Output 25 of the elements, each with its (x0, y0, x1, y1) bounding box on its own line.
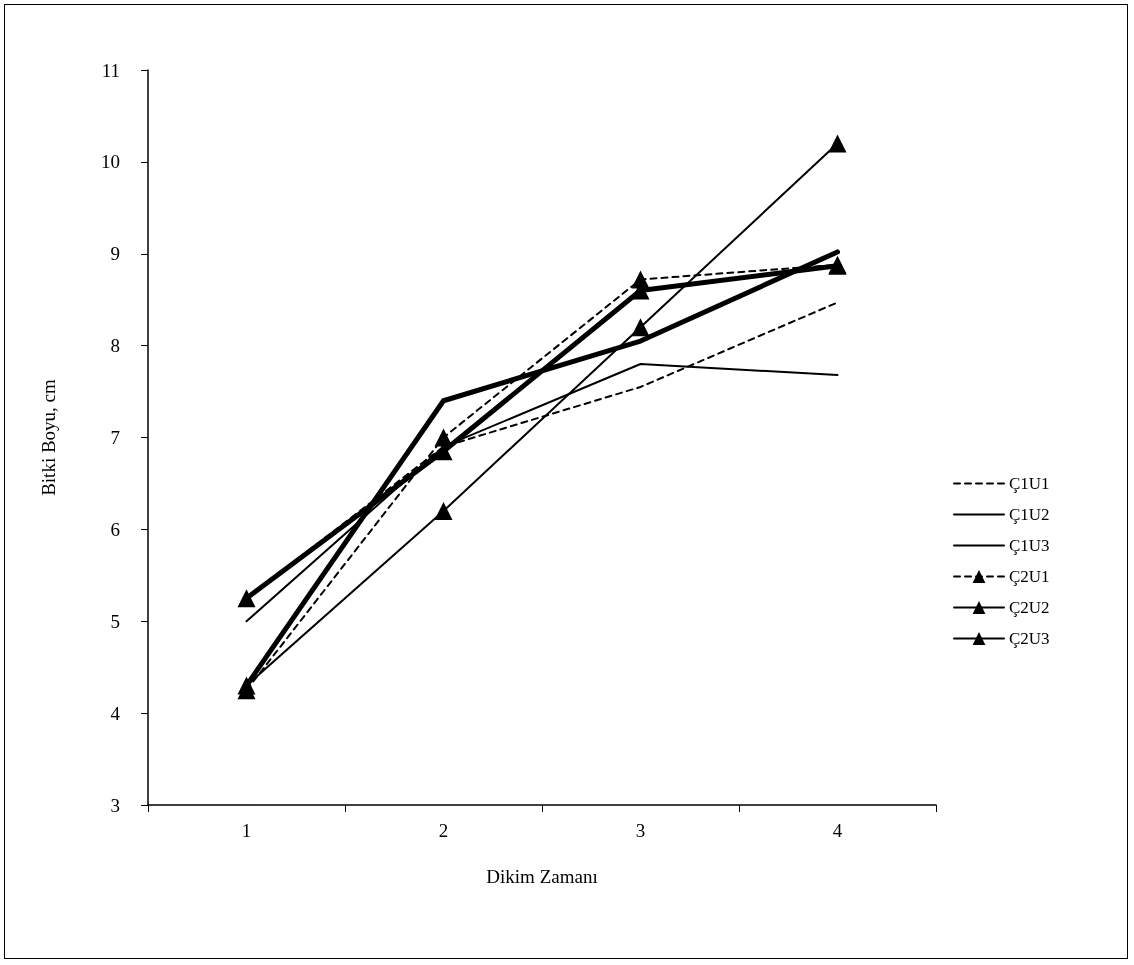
legend-label: Ç1U2 (1009, 505, 1050, 524)
x-tick-label: 1 (241, 820, 252, 841)
y-tick-label: 4 (110, 702, 121, 724)
x-tick-label: 2 (438, 820, 449, 841)
point (434, 502, 453, 520)
y-tick-label: 9 (110, 243, 120, 265)
x-tick-label: 3 (635, 820, 646, 841)
legend-label: Ç1U3 (1009, 536, 1050, 555)
y-tick-label: 5 (110, 610, 120, 632)
y-tick-label: 6 (110, 518, 120, 540)
point (828, 134, 847, 153)
y-axis-title: Bitki Boyu, cm (38, 378, 59, 496)
x-axis-title: Dikim Zamanı (486, 866, 598, 887)
legend-label: Ç1U1 (1009, 474, 1050, 493)
legend-label: Ç2U1 (1009, 567, 1050, 586)
y-tick-label: 8 (110, 335, 120, 357)
y-tick-label: 7 (110, 427, 120, 448)
x-tick-label: 4 (832, 820, 843, 841)
y-tick-label: 10 (101, 151, 120, 173)
point (631, 318, 650, 337)
legend-label: Ç2U3 (1009, 629, 1050, 648)
point (434, 428, 453, 447)
y-tick-label: 11 (101, 59, 120, 81)
y-tick-label: 3 (110, 794, 120, 816)
legend-label: Ç2U2 (1009, 598, 1050, 617)
